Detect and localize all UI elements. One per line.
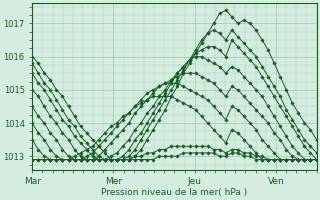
X-axis label: Pression niveau de la mer( hPa ): Pression niveau de la mer( hPa ): [101, 188, 247, 197]
